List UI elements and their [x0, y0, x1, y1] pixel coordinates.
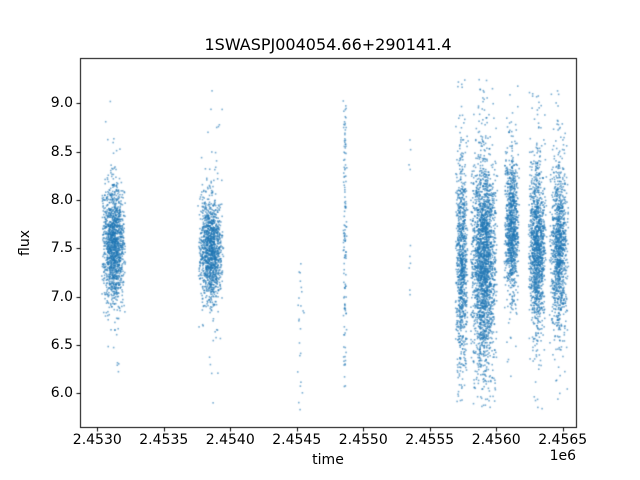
x-tick-label: 2.4560 [471, 432, 521, 448]
x-tick-label: 2.4535 [139, 432, 189, 448]
y-axis-label: flux [17, 230, 33, 256]
y-tick-label: 6.5 [50, 336, 73, 353]
y-tick-label: 8.0 [50, 191, 73, 208]
x-tick-label: 2.4545 [272, 432, 322, 448]
y-tick-label: 7.0 [50, 288, 73, 305]
x-tick-label: 2.4565 [538, 432, 588, 448]
y-tick-label: 8.5 [50, 143, 73, 160]
x-tick-label: 2.4555 [405, 432, 455, 448]
y-tick-label: 7.5 [50, 240, 73, 257]
x-tick-label: 2.4530 [72, 432, 122, 448]
x-axis-offset-label: 1e6 [549, 448, 576, 464]
y-tick-label: 6.0 [50, 385, 73, 402]
plot-title: 1SWASPJ004054.66+290141.4 [204, 35, 452, 54]
x-tick-label: 2.4550 [338, 432, 388, 448]
x-axis-label: time [312, 452, 344, 468]
y-tick-label: 9.0 [50, 95, 73, 112]
x-tick-label: 2.4540 [205, 432, 255, 448]
